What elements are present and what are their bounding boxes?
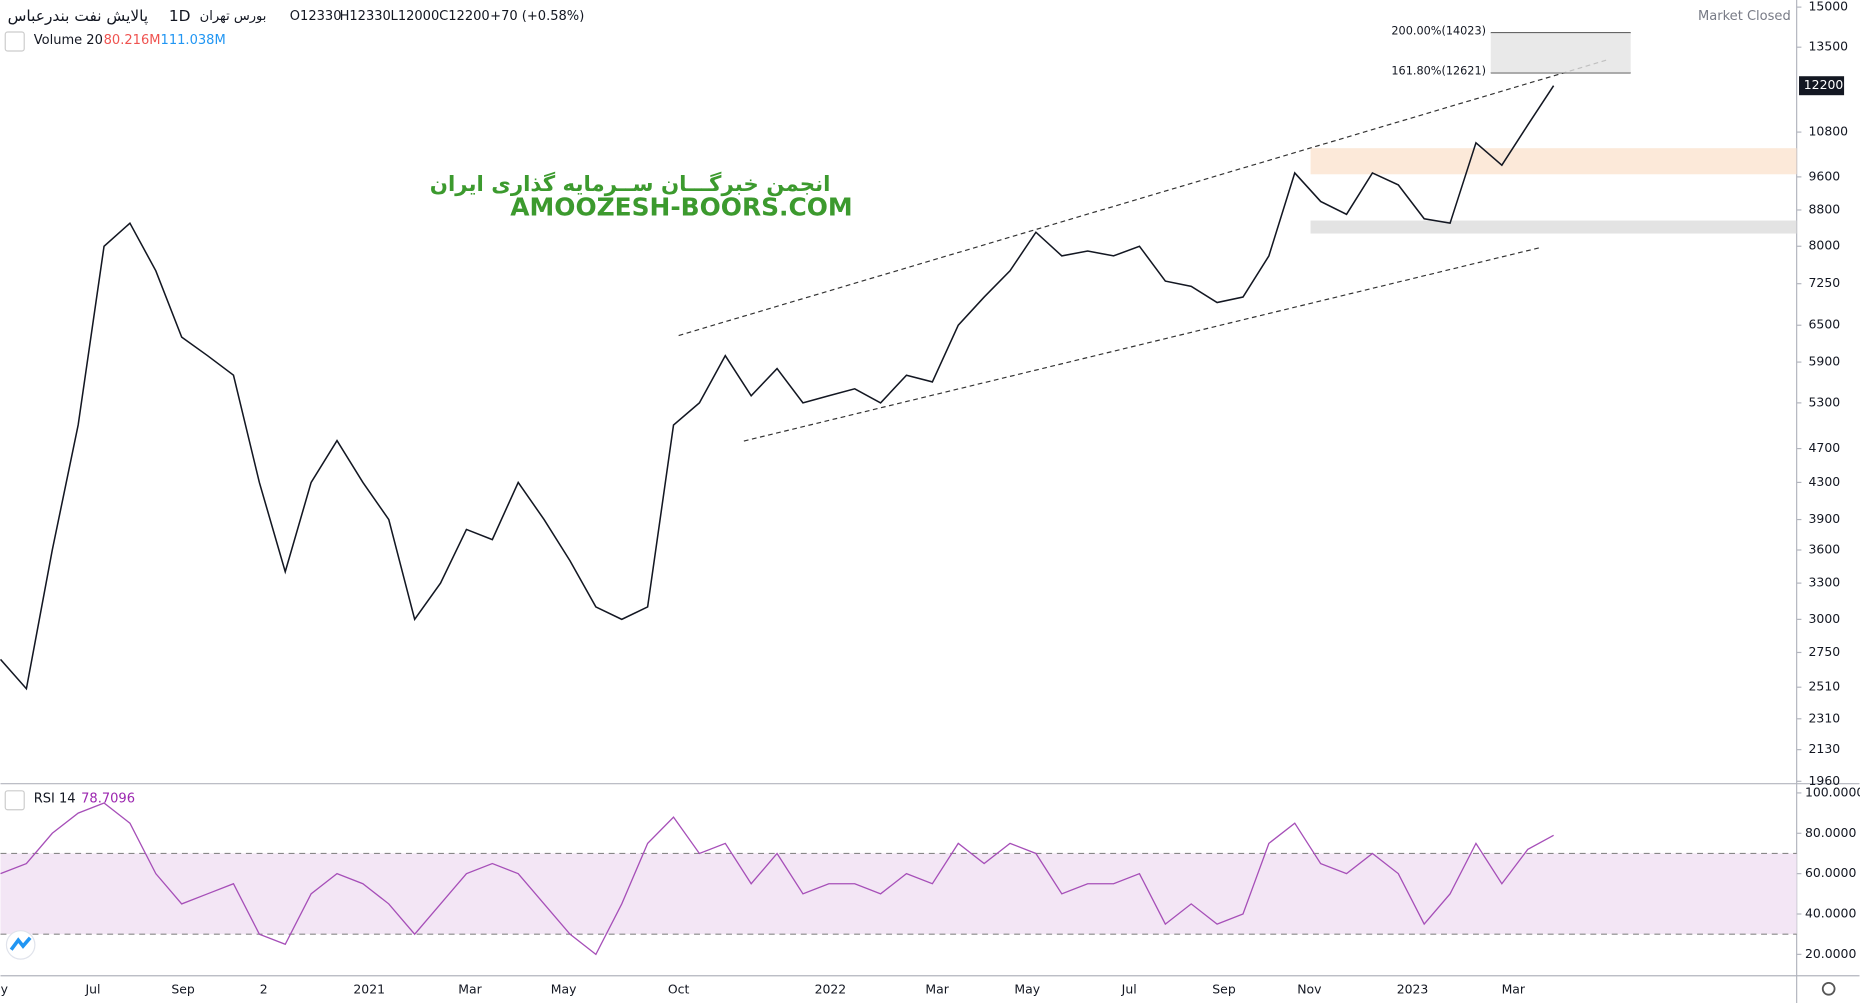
high: H12330 [340, 9, 391, 24]
volume-ma-value: 111.038M [161, 33, 226, 48]
rsi-line [0, 802, 1554, 956]
y-tick-label: 3600 [1809, 542, 1841, 557]
trend-line-lower [743, 247, 1540, 442]
x-tick-label: Jul [84, 981, 100, 996]
x-tick-label: Mar [925, 981, 949, 996]
y-tick-label: 100.0000 [1805, 784, 1860, 799]
y-tick-label: 4700 [1809, 440, 1841, 455]
y-tick-label: 8000 [1809, 238, 1841, 253]
price-line [0, 85, 1555, 691]
x-tick-label: ay [0, 981, 8, 996]
exchange: بورس تهران [200, 9, 267, 24]
x-tick-label: Oct [668, 981, 690, 996]
last-price-label: 12200 [1804, 77, 1844, 92]
collapse-button[interactable] [4, 790, 25, 811]
x-tick-label: Mar [1502, 981, 1526, 996]
rsi-value: 78.7096 [81, 792, 135, 807]
x-tick-label: May [551, 981, 577, 996]
settings-button[interactable] [1821, 981, 1836, 996]
volume-title: Volume 20 [34, 33, 103, 48]
y-tick-label: 2750 [1809, 644, 1841, 659]
y-tick-label: 60.0000 [1805, 865, 1857, 880]
rsi-band [0, 853, 1797, 935]
y-tick-label: 20.0000 [1805, 946, 1857, 961]
y-tick-label: 5300 [1809, 394, 1841, 409]
y-tick-label: 4300 [1809, 474, 1841, 489]
y-tick-label: 5900 [1809, 354, 1841, 369]
symbol: پالایش نفت بندرعباس [8, 7, 149, 26]
tv-logo-mark [9, 936, 32, 951]
x-tick-label: Jul [1121, 981, 1137, 996]
x-tick-label: 2021 [353, 981, 385, 996]
close: C12200 [439, 9, 490, 24]
volume-value: 80.216M [104, 33, 161, 48]
y-tick-label: 15000 [1809, 0, 1849, 14]
y-tick-label: 3900 [1809, 511, 1841, 526]
y-tick-label: 3300 [1809, 575, 1841, 590]
x-tick-label: 2022 [815, 981, 847, 996]
rsi-title: RSI 14 [34, 792, 76, 807]
x-tick-label: Nov [1297, 981, 1321, 996]
fib-zone [1490, 32, 1631, 73]
watermark-line-1: انجمن خبرگـــان ســرمایه گذاری ایران [430, 171, 831, 197]
y-tick-label: 6500 [1809, 317, 1841, 332]
change: +70 (+0.58%) [490, 9, 584, 24]
trend-line-upper [678, 58, 1610, 337]
watermark-line-2: AMOOZESH-BOORS.COM [510, 193, 852, 222]
y-tick-label: 2510 [1809, 679, 1841, 694]
market-status: Market Closed [1698, 9, 1791, 24]
last-price-box [1799, 76, 1845, 96]
interval: 1D [169, 7, 191, 25]
x-tick-label: 2 [260, 981, 268, 996]
y-tick-label: 2130 [1809, 741, 1841, 756]
y-tick-label: 1960 [1809, 773, 1841, 788]
x-tick-label: Sep [171, 981, 195, 996]
fib-label: 200.00%(14023) [1391, 25, 1486, 38]
y-tick-label: 13500 [1809, 39, 1849, 54]
y-tick-label: 80.0000 [1805, 825, 1857, 840]
y-tick-label: 10800 [1809, 124, 1849, 139]
x-tick-label: Sep [1212, 981, 1236, 996]
fib-label: 161.80%(12621) [1391, 65, 1486, 78]
x-tick-label: 2023 [1397, 981, 1429, 996]
y-tick-label: 8800 [1809, 201, 1841, 216]
supply-zone [1310, 148, 1797, 175]
support-zone [1310, 220, 1797, 234]
y-tick-label: 7250 [1809, 275, 1841, 290]
collapse-button[interactable] [4, 31, 25, 52]
y-tick-label: 9600 [1809, 168, 1841, 183]
y-tick-label: 2310 [1809, 710, 1841, 725]
y-tick-label: 40.0000 [1805, 906, 1857, 921]
y-tick-label: 3000 [1809, 611, 1841, 626]
open: O12330 [290, 9, 342, 24]
low: L12000 [391, 9, 440, 24]
x-tick-label: Mar [458, 981, 482, 996]
x-tick-label: May [1014, 981, 1040, 996]
